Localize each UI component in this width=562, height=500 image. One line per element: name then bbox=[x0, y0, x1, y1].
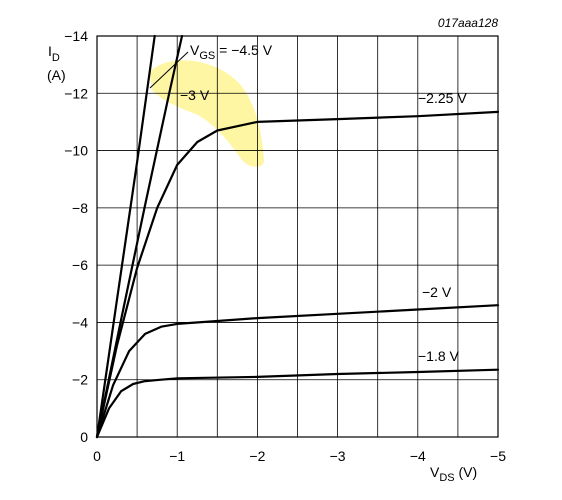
y-tick-label: −2 bbox=[72, 372, 88, 388]
y-tick-labels: 0 −2 −4 −6 −8 −10 −12 −14 bbox=[64, 28, 88, 445]
y-axis-title: ID bbox=[48, 43, 60, 64]
curve-series-3 bbox=[95, 110, 500, 439]
figure-code: 017aaa128 bbox=[438, 16, 498, 30]
y-tick-label: −8 bbox=[72, 200, 88, 216]
x-tick-labels: 0 −1 −2 −3 −4 −5 bbox=[93, 448, 506, 464]
label-vgs-2-25: −2.25 V bbox=[418, 90, 467, 106]
y-axis-unit: (A) bbox=[47, 67, 66, 83]
vgs-leader-line bbox=[149, 51, 189, 89]
x-tick-label: −4 bbox=[410, 448, 426, 464]
y-tick-label: 0 bbox=[80, 429, 88, 445]
label-vgs-1-8: −1.8 V bbox=[418, 348, 460, 364]
x-tick-label: −3 bbox=[330, 448, 346, 464]
label-vgs-4-5: VGS = −4.5 V bbox=[190, 42, 273, 62]
curve-series-4 bbox=[95, 304, 500, 439]
y-tick-label: −4 bbox=[72, 314, 88, 330]
y-tick-label: −10 bbox=[64, 143, 88, 159]
x-tick-label: 0 bbox=[93, 448, 101, 464]
x-tick-label: −2 bbox=[249, 448, 265, 464]
y-tick-label: −14 bbox=[64, 28, 88, 44]
plot-frame bbox=[96, 35, 499, 438]
y-tick-label: −12 bbox=[64, 85, 88, 101]
highlight-mark bbox=[150, 60, 265, 167]
label-vgs-2: −2 V bbox=[422, 284, 452, 300]
label-vgs-3: −3 V bbox=[180, 87, 210, 103]
x-tick-label: −1 bbox=[169, 448, 185, 464]
curves bbox=[95, 34, 500, 439]
curve-series-5 bbox=[95, 368, 500, 439]
curve-series-1 bbox=[95, 34, 156, 439]
x-tick-label: −5 bbox=[490, 448, 506, 464]
x-axis-title: VDS (V) bbox=[430, 464, 477, 484]
y-tick-label: −6 bbox=[72, 257, 88, 273]
